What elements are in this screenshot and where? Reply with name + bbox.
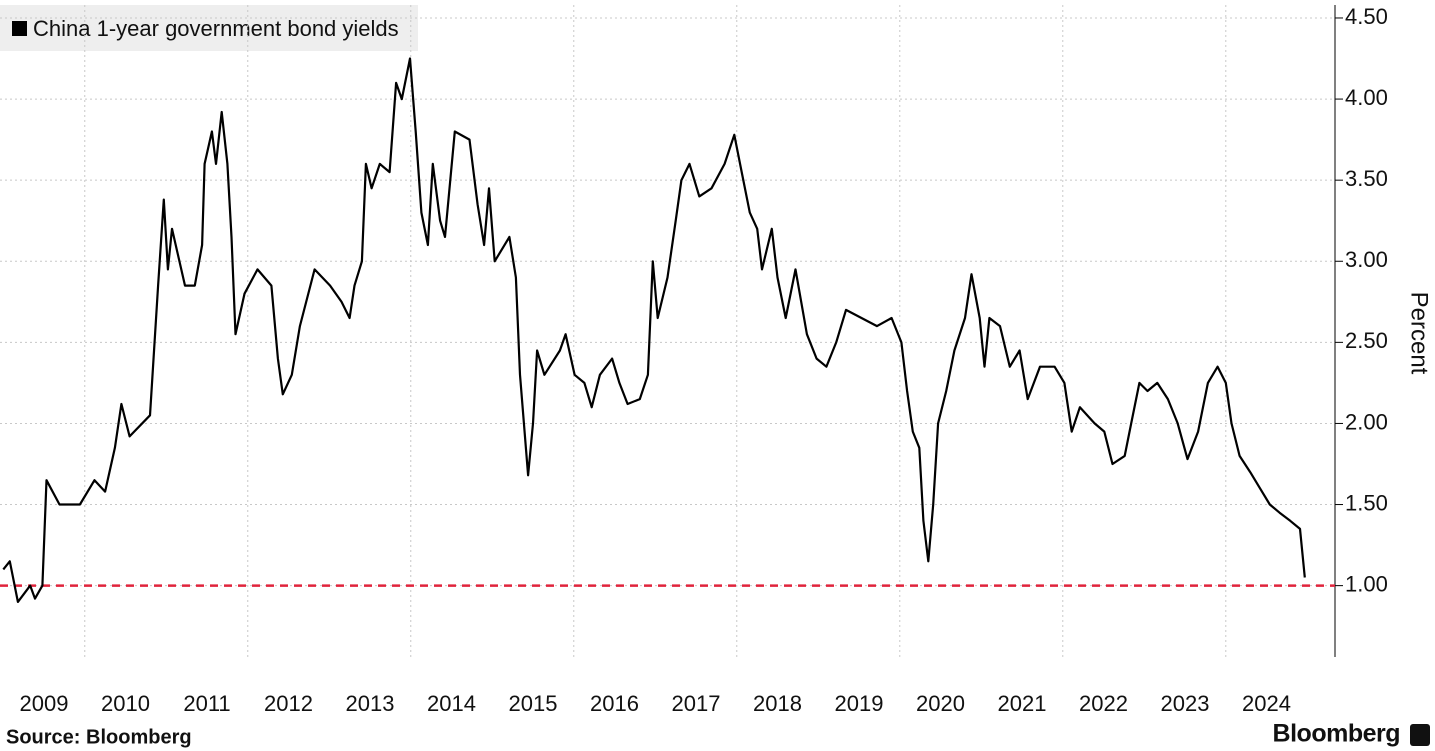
x-tick-label: 2012 xyxy=(264,691,313,716)
y-tick-label: 1.00 xyxy=(1345,571,1388,596)
line xyxy=(2,57,1306,603)
x-tick-label: 2017 xyxy=(672,691,721,716)
x-tick-label: 2024 xyxy=(1242,691,1291,716)
x-tick-label: 2013 xyxy=(346,691,395,716)
y-tick-label: 4.50 xyxy=(1345,4,1388,29)
y-tick-label: 2.50 xyxy=(1345,328,1388,353)
y-tick-label: 1.50 xyxy=(1345,490,1388,515)
source: Source: Bloomberg xyxy=(6,726,192,748)
y-tick-label: 3.50 xyxy=(1345,166,1388,191)
legend-swatch xyxy=(12,21,27,36)
y-axis-label: Percent xyxy=(1406,292,1433,375)
x-tick-label: 2016 xyxy=(590,691,639,716)
x-tick-label: 2014 xyxy=(427,691,476,716)
x-tick-label: 2022 xyxy=(1079,691,1128,716)
legend-box xyxy=(0,5,418,51)
brand-icon xyxy=(1410,724,1430,746)
y-tick-label: 3.00 xyxy=(1345,247,1388,272)
x-tick-label: 2021 xyxy=(998,691,1047,716)
brand: Bloomberg xyxy=(1273,720,1400,748)
x-tick-label: 2020 xyxy=(916,691,965,716)
x-tick-label: 2023 xyxy=(1161,691,1210,716)
x-tick-label: 2019 xyxy=(835,691,884,716)
legend-label: China 1-year government bond yields xyxy=(33,16,399,41)
x-tick-label: 2018 xyxy=(753,691,802,716)
x-tick-label: 2011 xyxy=(183,691,230,716)
x-tick-label: 2010 xyxy=(101,691,150,716)
x-tick-label: 2009 xyxy=(20,691,69,716)
x-tick-label: 2015 xyxy=(509,691,558,716)
y-tick-label: 4.00 xyxy=(1345,85,1388,110)
y-tick-label: 2.00 xyxy=(1345,409,1388,434)
